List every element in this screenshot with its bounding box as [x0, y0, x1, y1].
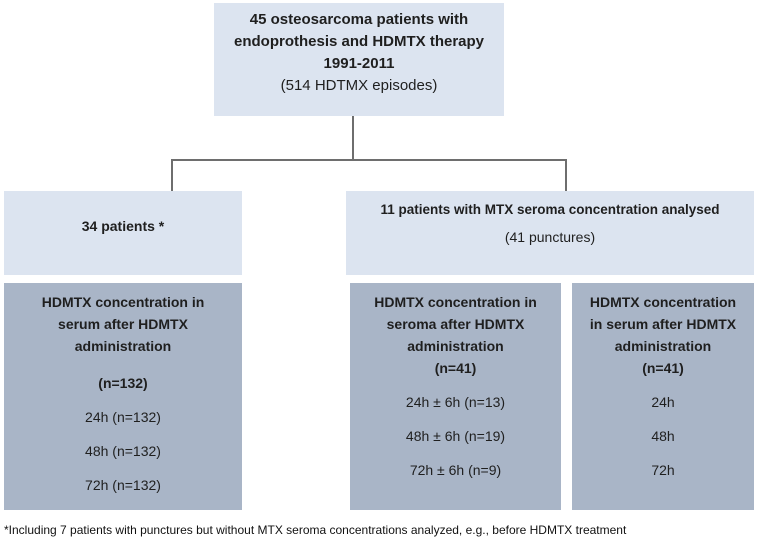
- leaf2-heading-line-1: HDMTX concentration in: [374, 294, 537, 310]
- branch-right-title: 11 patients with MTX seroma concentratio…: [380, 202, 720, 217]
- branch-box-11-patients: 11 patients with MTX seroma concentratio…: [346, 191, 754, 275]
- leaf-box-serum-n132: HDMTX concentration in serum after HDMTX…: [4, 283, 242, 510]
- leaf1-heading-line-2: serum after HDMTX: [58, 316, 188, 332]
- footnote: *Including 7 patients with punctures but…: [4, 523, 627, 537]
- leaf2-item-72h: 72h ± 6h (n=9): [409, 462, 502, 478]
- connector-vertical-right: [565, 159, 567, 191]
- root-box-line-2: endoprothesis and HDMTX therapy: [233, 33, 485, 50]
- leaf2-item-48h: 48h ± 6h (n=19): [405, 428, 506, 444]
- leaf1-n-label: (n=132): [98, 375, 148, 391]
- leaf1-heading-line-1: HDMTX concentration in: [41, 294, 205, 310]
- leaf1-item-72h: 72h (n=132): [85, 477, 161, 493]
- branch-left-title: 34 patients *: [81, 218, 165, 234]
- leaf3-n-label: (n=41): [642, 360, 684, 376]
- leaf1-item-48h: 48h (n=132): [85, 443, 161, 459]
- leaf3-item-24h: 24h: [651, 394, 675, 410]
- branch-right-subtitle: (41 punctures): [504, 229, 596, 245]
- connector-vertical-top: [352, 116, 354, 160]
- leaf2-n-label: (n=41): [434, 360, 477, 376]
- leaf3-heading-line-3: administration: [614, 338, 712, 354]
- branch-box-34-patients: 34 patients *: [4, 191, 242, 275]
- leaf3-heading-line-1: HDMTX concentration: [589, 294, 737, 310]
- leaf1-item-24h: 24h (n=132): [85, 409, 161, 425]
- leaf2-item-24h: 24h ± 6h (n=13): [405, 394, 506, 410]
- leaf-box-serum-n41: HDMTX concentration in serum after HDMTX…: [572, 283, 754, 510]
- root-box-line-1: 45 osteosarcoma patients with: [249, 11, 469, 28]
- leaf1-heading-line-3: administration: [74, 338, 172, 354]
- leaf3-item-72h: 72h: [651, 462, 675, 478]
- leaf3-heading-line-2: in serum after HDMTX: [589, 316, 737, 332]
- connector-horizontal: [171, 159, 567, 161]
- connector-vertical-left: [171, 159, 173, 191]
- leaf2-heading-line-3: administration: [407, 338, 504, 354]
- leaf3-item-48h: 48h: [651, 428, 675, 444]
- leaf2-heading-line-2: seroma after HDMTX: [386, 316, 525, 332]
- root-box-line-3: 1991-2011: [323, 55, 395, 72]
- root-box-subline: (514 HDTMX episodes): [280, 77, 438, 94]
- root-box: 45 osteosarcoma patients with endoprothe…: [214, 3, 504, 116]
- leaf-box-seroma-n41: HDMTX concentration in seroma after HDMT…: [350, 283, 561, 510]
